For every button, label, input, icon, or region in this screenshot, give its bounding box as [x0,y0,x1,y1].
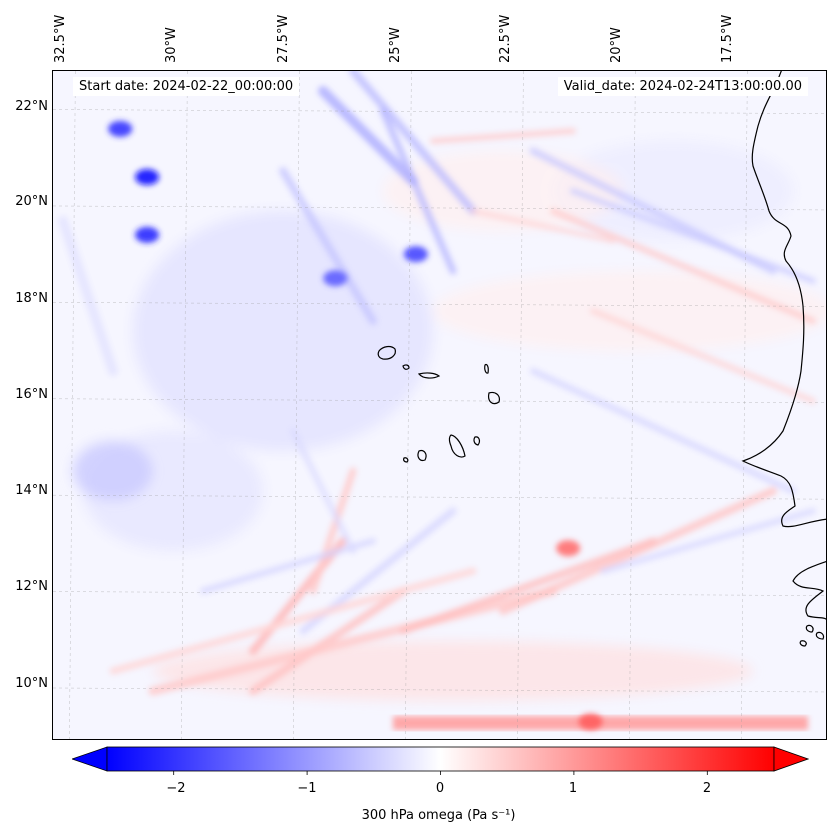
africa-coastline [741,71,826,528]
descent-band-south [578,713,603,730]
colorbar-tick-label: −1 [297,781,317,796]
colorbar-tick-label: 0 [435,781,445,796]
lon-label-20W: 20°W [609,27,624,63]
field-spots [108,120,603,730]
colorbar-ticks [173,771,708,775]
islands-bijagos [799,624,825,647]
island-sao-vicente [402,364,410,370]
lon-gridline [69,71,76,739]
lon-label-27.5W: 27.5°W [276,14,291,63]
lon-label-30W: 30°W [164,27,179,63]
ascent-spot [108,120,133,137]
cape-verde-islands [377,345,825,647]
island-sal [484,363,489,374]
lon-gridline [741,71,748,739]
lon-gridline [517,71,524,739]
lon-label-17.5W: 17.5°W [720,14,735,63]
lat-label-22: 22°N [15,99,48,114]
colorbar-tick-label: 1 [568,781,578,796]
coast-bissau [792,561,826,620]
island-sao-nicolau [417,372,441,379]
descent-spot [556,540,581,557]
colorbar-extend-high [773,746,809,772]
ascent-spot [135,226,160,243]
lon-label-25W: 25°W [388,27,403,63]
colorbar-label: 300 hPa omega (Pa s⁻¹) [361,808,516,823]
omega-field-map [53,71,826,739]
colorbar [72,746,809,775]
colorbar-extend-low [72,746,108,772]
island-santo-antao [377,345,396,360]
island-maio [473,436,481,446]
field-streaks [58,71,816,696]
valid-date-label: Valid_date: 2024-02-24T13:00:00.00 [557,77,808,96]
lon-gridline [181,71,188,739]
gridlines [53,71,826,739]
island-brava [403,457,409,463]
lon-label-32.5W: 32.5°W [53,14,68,63]
strong-ascent-spot [135,169,160,186]
island-santiago [448,434,466,458]
lat-label-20: 20°N [15,194,48,209]
colorbar-tick-label: 2 [702,781,712,796]
colorbar-tick-label: −2 [166,781,186,796]
map-panel [52,70,827,740]
ascent-spot [403,246,428,263]
lat-label-14: 14°N [15,483,48,498]
lon-gridline [293,71,300,739]
lat-label-18: 18°N [15,291,48,306]
lon-label-22.5W: 22.5°W [498,14,513,63]
lon-gridline [629,71,636,739]
ascent-spot [323,270,348,287]
coastline [741,71,826,620]
lat-label-12: 12°N [15,579,48,594]
colorbar-gradient [106,746,775,772]
lat-label-16: 16°N [15,387,48,402]
start-date-label: Start date: 2024-02-22_00:00:00 [73,77,300,96]
lon-gridline [405,71,412,739]
island-boa-vista [488,391,500,405]
lat-label-10: 10°N [15,676,48,691]
island-fogo [417,449,427,462]
